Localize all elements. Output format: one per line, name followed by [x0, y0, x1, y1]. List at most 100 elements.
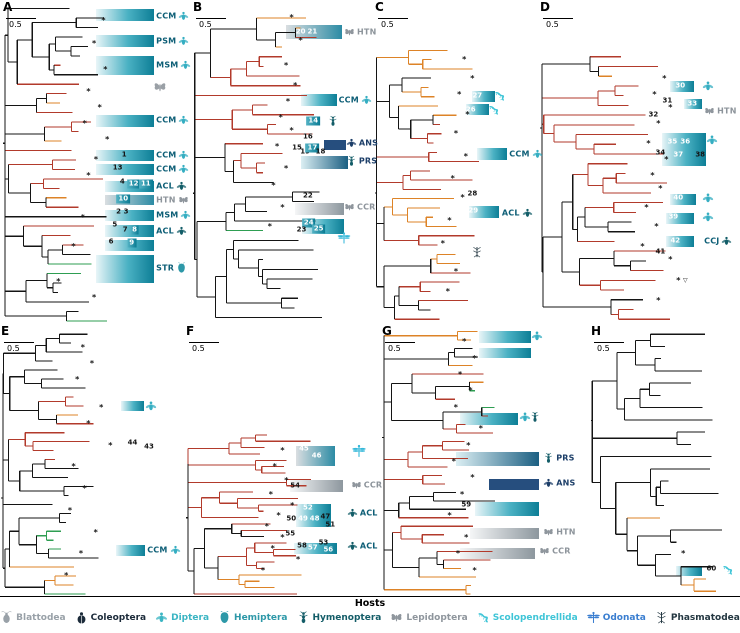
support-asterisk: *	[656, 119, 661, 129]
support-asterisk: *	[278, 112, 283, 122]
support-asterisk: *	[284, 476, 289, 486]
clade-highlight	[470, 528, 540, 540]
diptera-icon	[347, 540, 358, 551]
support-asterisk: *	[103, 64, 108, 74]
node-number-22: 22	[302, 191, 313, 200]
node-number-9: 9	[127, 238, 137, 248]
node-number-50: 50	[286, 514, 297, 523]
support-asterisk: *	[86, 418, 91, 428]
legend-title: Hosts	[354, 598, 386, 609]
legend-item-label: Hymenoptera	[312, 612, 382, 623]
clade-label-CCR: CCR	[351, 479, 383, 490]
support-asterisk: *	[644, 203, 649, 213]
node-number-24: 24	[301, 218, 316, 228]
support-asterisk: *	[293, 80, 298, 90]
clade-label-HTN: HTN	[543, 527, 575, 538]
support-asterisk: *	[472, 565, 477, 575]
node-number-16: 16	[302, 132, 313, 141]
clade-label-MSM: MSM	[156, 210, 191, 221]
scale-bar	[594, 342, 624, 343]
support-asterisk: *	[280, 533, 285, 543]
clade-label-text: ACL	[156, 226, 174, 236]
diptera-icon	[155, 611, 168, 624]
clade-label-text: CCM	[156, 150, 177, 160]
clade-label-PRS: PRS	[346, 156, 377, 167]
support-asterisk: *	[289, 125, 294, 135]
node-number-35: 35	[667, 137, 678, 146]
clade-label-text: ANS	[556, 478, 576, 488]
node-number-48: 48	[309, 514, 320, 523]
odonata-icon-holder	[352, 444, 366, 458]
legend-item-hymenoptera: Hymenoptera	[297, 611, 382, 624]
clade-highlight	[666, 235, 695, 248]
diptera-icon	[702, 211, 714, 223]
node-number-37: 37	[673, 150, 684, 159]
node-number-34: 34	[655, 148, 666, 157]
clade-label-text: CCR	[363, 480, 383, 490]
diptera-icon	[531, 330, 543, 342]
clade-highlight	[290, 479, 343, 492]
support-asterisk: *	[470, 473, 475, 483]
panel-letter-D: D	[540, 0, 550, 14]
odonata-icon	[352, 444, 366, 458]
node-number-27: 27	[472, 91, 483, 100]
support-asterisk: *	[676, 275, 681, 285]
legend-item-label: Hemiptera	[234, 612, 288, 623]
clade-label-text: CCM	[147, 545, 168, 555]
phasmatodea-icon-holder	[471, 246, 483, 258]
scolopendrellida-icon	[494, 90, 506, 102]
legend-item-label: Odonata	[602, 612, 646, 623]
support-asterisk: *	[478, 424, 483, 434]
support-asterisk: *	[298, 35, 303, 45]
support-asterisk: *	[457, 369, 463, 379]
clade-highlight	[477, 148, 507, 161]
clade-highlight	[121, 401, 144, 412]
node-number-33: 33	[687, 99, 698, 108]
diptera-icon	[522, 208, 533, 219]
diptera-icon	[702, 192, 714, 204]
node-number-13: 13	[112, 163, 123, 172]
panel-letter-F: F	[186, 324, 195, 338]
panel-letter-E: E	[1, 324, 10, 338]
support-asterisk: *	[440, 238, 445, 248]
support-asterisk: *	[447, 511, 452, 521]
legend-item-diptera: Diptera	[155, 611, 209, 624]
node-number-5: 5	[112, 220, 118, 229]
node-number-2: 2	[116, 207, 121, 216]
clade-label-text: MSM	[156, 210, 179, 220]
clade-label-CCM: CCM	[509, 148, 542, 159]
node-number-29: 29	[468, 206, 479, 215]
phylogenetic-tree-D	[540, 56, 670, 320]
clade-highlight	[469, 205, 499, 219]
support-asterisk: *	[92, 293, 97, 303]
scolopendrellida-icon-holder	[494, 90, 506, 102]
diptera-icon-holder	[702, 80, 714, 92]
scale-bar	[378, 18, 408, 19]
support-asterisk: *	[447, 215, 452, 225]
phasmatodea-icon	[655, 611, 668, 624]
hemiptera-icon	[218, 611, 231, 624]
scale-bar	[385, 342, 415, 343]
panel-letter-B: B	[193, 0, 203, 14]
support-asterisk: *	[462, 337, 467, 347]
clade-highlight	[96, 56, 155, 76]
support-asterisk: *	[650, 170, 655, 180]
panel-G: G 0.5 PRS ANS HTN CCR 59 * * * * * * * * * * * * * *	[381, 324, 589, 598]
clade-label-text: CCM	[156, 115, 177, 125]
legend-item-label: Coleoptera	[90, 612, 147, 623]
legend-item-label: Scolopendrellida	[492, 612, 578, 623]
node-number-60: 60	[706, 564, 717, 573]
diptera-icon-holder	[702, 192, 714, 204]
clade-highlight	[460, 547, 535, 560]
legend-item-label: Blattodea	[16, 612, 66, 623]
support-asterisk: *	[646, 138, 651, 148]
support-asterisk: *	[67, 505, 72, 515]
hymenoptera-icon-holder	[328, 116, 339, 127]
support-asterisk: *	[472, 353, 477, 363]
scale-label: 0.5	[9, 20, 22, 29]
support-asterisk: *	[470, 74, 475, 84]
clade-label-text: CCM	[156, 164, 177, 174]
panel-letter-A: A	[3, 0, 13, 14]
node-number-18: 18	[315, 147, 326, 156]
